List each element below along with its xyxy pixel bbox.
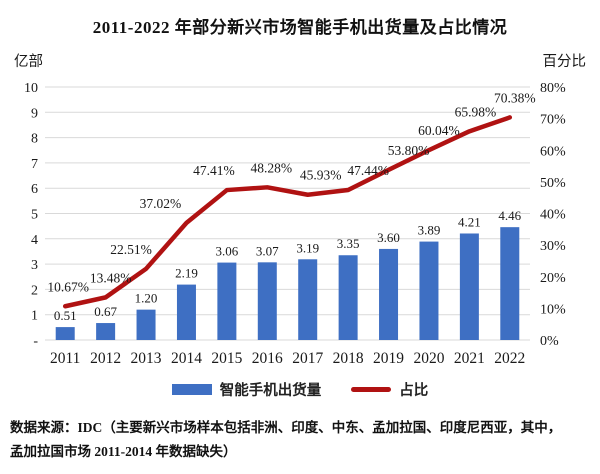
y-axis-tick-left: 7 [31, 157, 38, 172]
bar-value-label: 1.20 [135, 291, 158, 306]
x-axis-tick: 2018 [333, 350, 364, 367]
y-axis-tick-right: 20% [540, 271, 566, 286]
y-axis-tick-left: 2 [31, 283, 38, 298]
pct-label: 45.93% [300, 168, 342, 183]
bar [379, 248, 399, 340]
pct-label: 53.80% [388, 143, 430, 158]
y-axis-tick-right: 10% [540, 302, 566, 317]
pct-label: 48.28% [250, 160, 292, 175]
pct-label: 47.41% [193, 163, 235, 178]
bar-value-label: 3.60 [377, 230, 400, 245]
bar [338, 255, 358, 340]
y-axis-tick-right: 80% [540, 81, 566, 96]
y-axis-tick-right: 0% [540, 334, 559, 349]
bar [176, 284, 196, 340]
bar [419, 241, 439, 340]
bar [500, 227, 520, 340]
pct-label: 13.48% [90, 270, 132, 285]
x-axis-tick: 2022 [494, 350, 525, 367]
y-axis-tick-left: 3 [31, 258, 38, 273]
x-axis-tick: 2017 [292, 350, 323, 367]
bar-value-label: 0.51 [54, 308, 77, 323]
y-axis-tick-left: 6 [31, 182, 38, 197]
y-axis-tick-left: - [33, 334, 38, 349]
pct-label: 47.44% [347, 163, 389, 178]
x-axis-tick: 2016 [252, 350, 283, 367]
x-axis-tick: 2011 [50, 350, 80, 367]
right-axis-unit-label: 百分比 [543, 53, 587, 70]
legend-label-share: 占比 [399, 383, 429, 399]
page-title: 2011-2022 年部分新兴市场智能手机出货量及占比情况 [92, 18, 508, 37]
bar-value-label: 3.35 [337, 236, 360, 251]
pct-label: 65.98% [455, 104, 497, 119]
pct-label: 70.38% [494, 90, 536, 105]
pct-label: 37.02% [140, 196, 182, 211]
x-axis-tick: 2015 [211, 350, 242, 367]
x-axis-tick: 2020 [413, 350, 444, 367]
chart-area: 10 9 8 7 6 5 4 3 2 1 - 80% 70% 60% 50% 40% 30% 20% 10% 0% 亿部… [0, 50, 600, 377]
bar-value-label: 2.19 [175, 266, 198, 281]
x-axis-tick: 2013 [131, 350, 162, 367]
bar-value-label: 4.21 [458, 214, 481, 229]
bar [55, 327, 75, 340]
bar [96, 323, 116, 340]
bar-value-label: 3.19 [296, 240, 319, 255]
y-axis-tick-left: 8 [31, 132, 38, 147]
y-axis-tick-left: 10 [24, 81, 38, 96]
legend-label-shipments: 智能手机出货量 [219, 383, 322, 399]
legend-item-share: 占比 [351, 379, 428, 400]
y-axis-tick-left: 4 [31, 233, 38, 248]
legend-line-swatch-icon [351, 387, 392, 392]
trend-line [62, 115, 513, 309]
bar [298, 259, 318, 340]
left-axis-unit-label: 亿部 [14, 53, 43, 70]
pct-label: 10.67% [47, 279, 89, 294]
y-axis-tick-left: 9 [31, 106, 38, 121]
y-axis-tick-left: 1 [31, 309, 38, 324]
y-axis-tick-left: 5 [31, 208, 38, 223]
y-axis-tick-right: 40% [540, 208, 566, 223]
source-note: 数据来源：IDC（主要新兴市场样本包括非洲、印度、中东、孟加拉国、印度尼西亚，其… [0, 416, 600, 463]
bar-value-label: 3.07 [256, 243, 279, 258]
source-note-line1: 数据来源：IDC（主要新兴市场样本包括非洲、印度、中东、孟加拉国、印度尼西亚，其… [10, 420, 562, 435]
legend-bar-swatch-icon [171, 384, 212, 395]
bar-value-label: 4.46 [498, 208, 521, 223]
bar [136, 309, 156, 340]
source-note-line2: 孟加拉国市场 2011-2014 年数据缺失） [10, 443, 237, 459]
chart-canvas: 10 9 8 7 6 5 4 3 2 1 - 80% 70% 60% 50% 40% 30% 20% 10% 0% 亿部… [14, 53, 587, 367]
bar-value-label: 0.67 [94, 304, 117, 319]
legend-item-shipments: 智能手机出货量 [171, 379, 322, 400]
bar-value-label: 3.89 [418, 223, 441, 238]
x-axis-tick: 2014 [171, 350, 202, 367]
y-axis-tick-right: 70% [540, 113, 566, 128]
y-axis-tick-right: 60% [540, 144, 566, 159]
bar [217, 262, 237, 340]
y-axis-tick-right: 50% [540, 176, 566, 191]
bar [257, 262, 277, 340]
bar-value-label: 3.06 [216, 244, 239, 259]
x-axis-tick: 2021 [454, 350, 485, 367]
chart-legend: 智能手机出货量 占比 [0, 379, 600, 400]
y-axis-tick-right: 30% [540, 239, 566, 254]
x-axis-tick: 2019 [373, 350, 404, 367]
x-axis-tick: 2012 [90, 350, 121, 367]
pct-label: 22.51% [110, 242, 152, 257]
pct-label: 60.04% [418, 123, 460, 138]
bar [459, 233, 479, 340]
